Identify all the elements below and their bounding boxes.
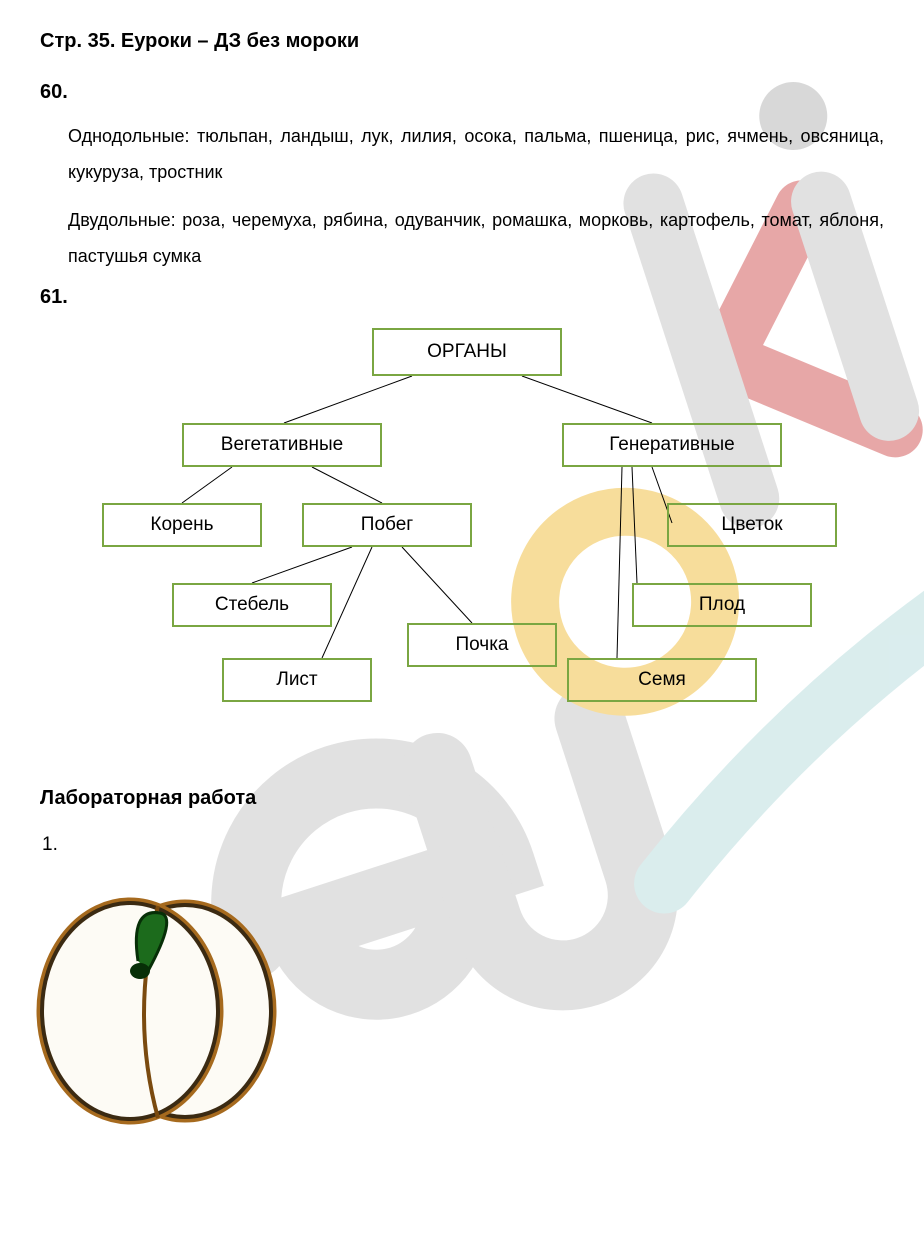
tree-node-organy: ОРГАНЫ xyxy=(372,328,562,376)
tree-node-stebel: Стебель xyxy=(172,583,332,627)
lab-section-title: Лабораторная работа xyxy=(40,787,884,810)
tree-node-cvetok: Цветок xyxy=(667,503,837,547)
q60-line2: Двудольные: роза, черемуха, рябина, одув… xyxy=(40,202,884,274)
page-title: Стр. 35. Еуроки – ДЗ без мороки xyxy=(40,30,884,53)
tree-node-plod: Плод xyxy=(632,583,812,627)
tree-node-gener: Генеративные xyxy=(562,423,782,467)
organs-tree-diagram: ОРГАНЫ Вегетативные Генеративные Корень Побе… xyxy=(52,323,872,743)
tree-node-pochka: Почка xyxy=(407,623,557,667)
question-number-61: 61. xyxy=(40,286,884,309)
tree-node-veget: Вегетативные xyxy=(182,423,382,467)
page-content: Стр. 35. Еуроки – ДЗ без мороки 60. Одно… xyxy=(40,30,884,1126)
tree-node-list: Лист xyxy=(222,658,372,702)
tree-node-pobeg: Побег xyxy=(302,503,472,547)
question-number-60: 60. xyxy=(40,81,884,104)
tree-node-koren: Корень xyxy=(102,503,262,547)
lab-item-number: 1. xyxy=(40,834,884,856)
tree-node-semya: Семя xyxy=(567,658,757,702)
seed-drawing xyxy=(30,876,290,1126)
q60-line1: Однодольные: тюльпан, ландыш, лук, лилия… xyxy=(40,118,884,190)
